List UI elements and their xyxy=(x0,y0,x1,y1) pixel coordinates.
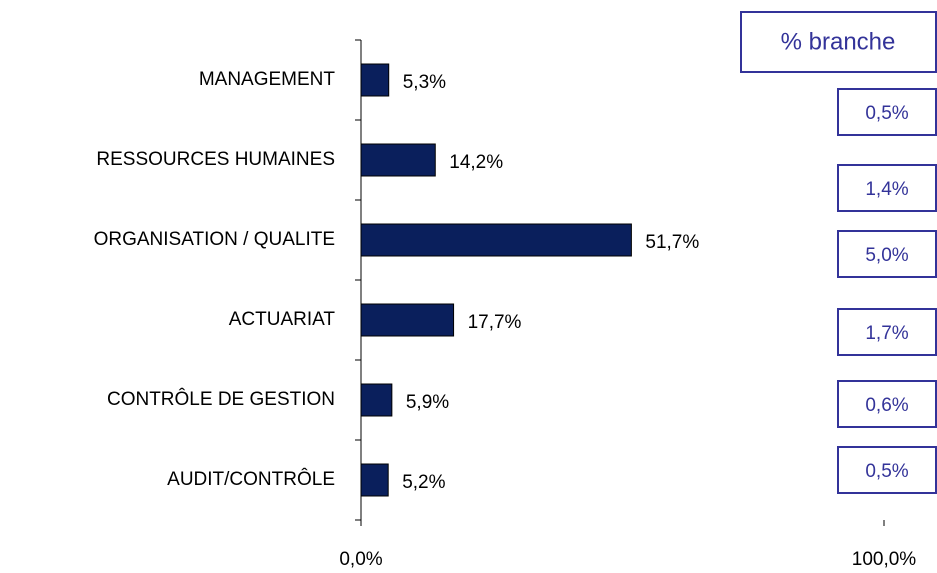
x-tick-label: 0,0% xyxy=(339,549,382,570)
category-label: CONTRÔLE DE GESTION xyxy=(107,388,335,410)
category-label: MANAGEMENT xyxy=(199,69,336,90)
annotation-label: 1,4% xyxy=(865,179,908,200)
value-label: 5,9% xyxy=(406,392,449,413)
x-tick-label: 100,0% xyxy=(852,549,917,570)
annotation-box xyxy=(837,164,937,212)
value-label: 51,7% xyxy=(645,232,699,253)
annotation-title-box xyxy=(740,11,937,73)
value-label: 5,3% xyxy=(403,72,446,93)
annotation-box xyxy=(837,88,937,136)
category-label: ACTUARIAT xyxy=(229,309,336,330)
annotation-title: % branche xyxy=(781,28,896,55)
annotation-label: 1,7% xyxy=(865,323,908,344)
category-label: ORGANISATION / QUALITE xyxy=(94,229,335,250)
bar xyxy=(360,303,455,337)
bar xyxy=(360,463,389,497)
category-label: AUDIT/CONTRÔLE xyxy=(167,468,335,490)
annotation-label: 0,5% xyxy=(865,461,908,482)
annotation-label: 0,5% xyxy=(865,103,908,124)
annotation-box xyxy=(837,230,937,278)
annotation-box xyxy=(837,308,937,356)
category-label: RESSOURCES HUMAINES xyxy=(96,149,335,170)
value-label: 17,7% xyxy=(468,312,522,333)
annotation-label: 0,6% xyxy=(865,395,908,416)
bar xyxy=(360,383,393,417)
annotation-label: 5,0% xyxy=(865,245,908,266)
bar xyxy=(360,143,436,177)
annotation-box xyxy=(837,380,937,428)
bar xyxy=(360,63,390,97)
annotation-box xyxy=(837,446,937,494)
bar xyxy=(360,223,632,257)
value-label: 5,2% xyxy=(402,472,445,493)
value-label: 14,2% xyxy=(449,152,503,173)
